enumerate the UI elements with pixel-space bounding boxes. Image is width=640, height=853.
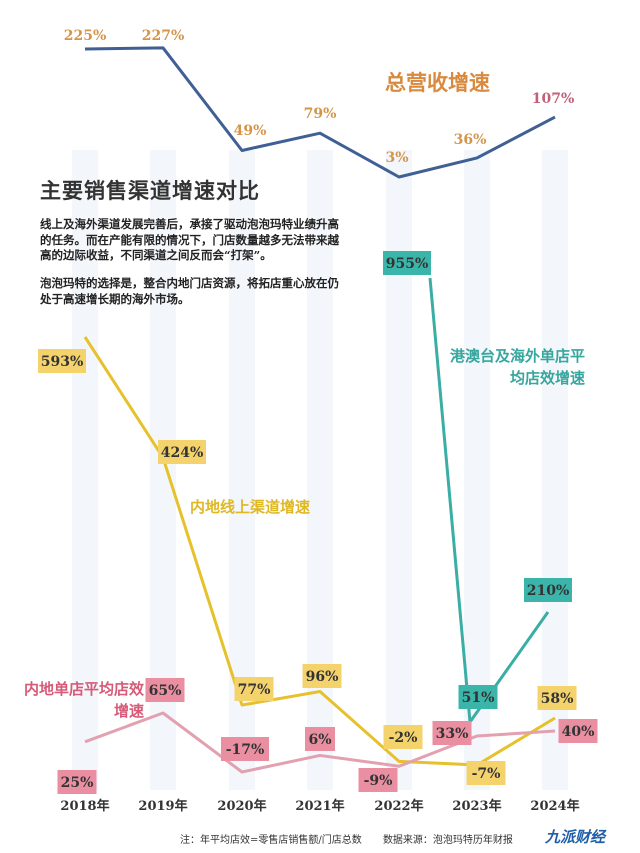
series-label-revenue: 总营收增速 (385, 70, 490, 95)
data-label-text: 955% (386, 256, 429, 272)
description-paragraph-2: 泡泡玛特的选择是，整合内地门店资源，将拓店重心放在仍处于高速增长期的海外市场。 (40, 276, 339, 306)
brand-logo: 九派财经 (545, 828, 606, 846)
series-line-0 (84, 46, 556, 179)
data-label: 49% (234, 123, 267, 139)
data-label-box (383, 251, 431, 275)
data-label-box (432, 721, 472, 745)
data-label: -17% (221, 737, 269, 761)
data-label: 225% (64, 28, 107, 44)
data-label-box (524, 578, 572, 602)
data-label-box (558, 719, 598, 743)
x-tick-label: 2024年 (530, 798, 579, 814)
background-column (464, 150, 490, 790)
data-label: 424% (158, 440, 206, 464)
data-label: 36% (454, 132, 487, 148)
data-label-box (145, 678, 185, 702)
series-label-mainland-store: 内地单店平均店效增速 (24, 680, 145, 720)
data-label: 25% (57, 770, 97, 794)
background-column (386, 150, 412, 790)
data-label-box (358, 768, 398, 792)
data-label: 40% (558, 719, 598, 743)
x-tick-label: 2022年 (374, 798, 423, 814)
data-label-text: 79% (304, 106, 337, 122)
data-label: 79% (304, 106, 337, 122)
footer-source: 数据来源：泡泡玛特历年财报 (382, 835, 513, 846)
data-label: 6% (305, 727, 335, 751)
footer: 注：年平均店效=零售店销售额/门店总数 数据来源：泡泡玛特历年财报 (180, 831, 531, 846)
data-label-text: 107% (532, 91, 575, 107)
data-label-text: 593% (41, 354, 84, 370)
data-label-text: 77% (238, 682, 271, 698)
data-label-text: 6% (308, 732, 331, 748)
data-label-box (302, 664, 342, 688)
series-label-overseas: 港澳台及海外单店平均店效增速 (449, 347, 585, 387)
data-label: 593% (38, 349, 86, 373)
data-label-text: 424% (161, 445, 204, 461)
data-label-text: 33% (436, 726, 469, 742)
data-label-box (537, 686, 577, 710)
data-label-text: -2% (389, 730, 418, 746)
data-label: 227% (142, 28, 185, 44)
data-label-text: 65% (149, 683, 182, 699)
x-tick-label: 2020年 (217, 798, 266, 814)
data-label-text: -9% (364, 773, 393, 789)
data-label: 96% (302, 664, 342, 688)
data-label-text: 51% (462, 690, 495, 706)
data-label-box (234, 677, 274, 701)
data-label: 210% (524, 578, 572, 602)
data-label-text: -17% (226, 742, 265, 758)
data-label-box (57, 770, 97, 794)
footer-note: 注：年平均店效=零售店销售额/门店总数 (180, 835, 362, 846)
data-label-text: 210% (527, 583, 570, 599)
data-label: -2% (383, 725, 423, 749)
data-label-box (158, 440, 206, 464)
data-label-box (38, 349, 86, 373)
data-label: 77% (234, 677, 274, 701)
data-label-text: 58% (541, 691, 574, 707)
data-label-box (458, 685, 498, 709)
x-tick-label: 2018年 (60, 798, 109, 814)
data-label-text: -7% (472, 766, 501, 782)
page-title: 主要销售渠道增速对比 (40, 178, 260, 203)
data-label-box (221, 737, 269, 761)
data-label-text: 227% (142, 28, 185, 44)
data-label-text: 40% (562, 724, 595, 740)
data-label: 51% (458, 685, 498, 709)
data-label-text: 25% (61, 775, 94, 791)
data-label: 65% (145, 678, 185, 702)
data-label: 33% (432, 721, 472, 745)
series-label-online: 内地线上渠道增速 (190, 498, 311, 516)
description-paragraph-1: 线上及海外渠道发展完善后，承接了驱动泡泡玛特业绩升高的任务。而在产能有限的情况下… (40, 217, 339, 262)
data-label-box (305, 727, 335, 751)
x-tick-label: 2019年 (138, 798, 187, 814)
x-tick-label: 2021年 (295, 798, 344, 814)
data-label: 955% (383, 251, 431, 275)
data-label: -7% (466, 761, 506, 785)
data-label-text: 96% (306, 669, 339, 685)
x-tick-label: 2023年 (452, 798, 501, 814)
data-label-text: 225% (64, 28, 107, 44)
data-label-text: 49% (234, 123, 267, 139)
data-label-box (466, 761, 506, 785)
background-column (542, 150, 568, 790)
series-line-3 (84, 711, 556, 774)
background-column (72, 150, 98, 790)
data-label-box (383, 725, 423, 749)
data-label: 107% (532, 91, 575, 107)
data-label: 58% (537, 686, 577, 710)
data-label: 3% (385, 150, 408, 166)
data-label-text: 3% (385, 150, 408, 166)
data-label-text: 36% (454, 132, 487, 148)
data-label: -9% (358, 768, 398, 792)
